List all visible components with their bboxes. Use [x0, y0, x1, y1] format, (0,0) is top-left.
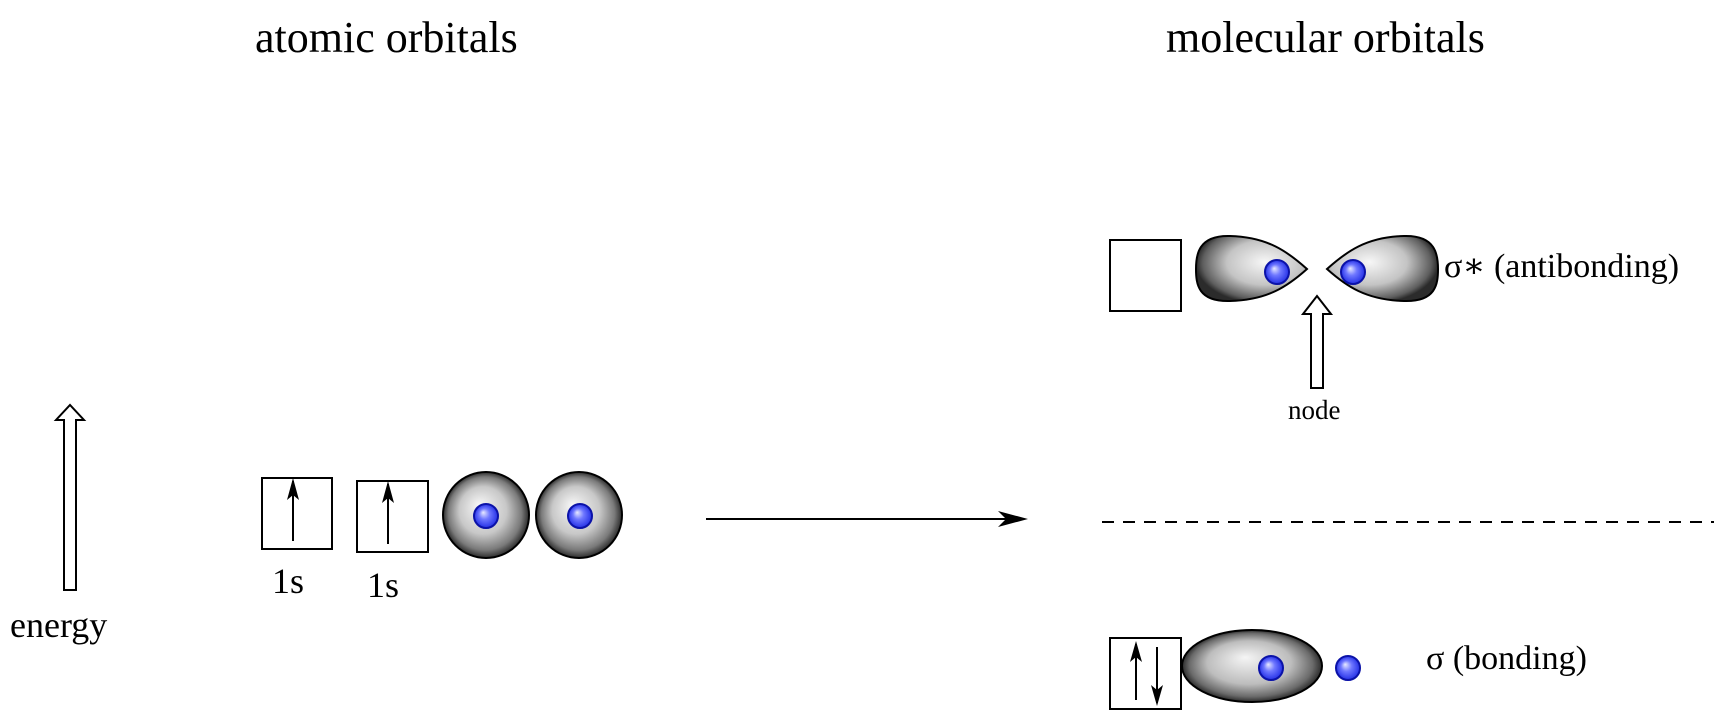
molecular-orbitals-title: molecular orbitals [1166, 13, 1485, 62]
nucleus-6 [1335, 655, 1361, 681]
antibonding-lobe-left [1194, 234, 1309, 303]
node-label: node [1288, 395, 1341, 425]
energy-label: energy [10, 605, 108, 645]
sigma-star-orbital-box [1109, 239, 1182, 312]
sigma-orbital-box [1109, 637, 1182, 710]
nucleus-3 [1264, 259, 1290, 285]
bonding-label: σ (bonding) [1426, 640, 1587, 677]
nucleus-2 [567, 503, 593, 529]
bonding-orbital [1181, 629, 1323, 703]
orbital-label-1s-a: 1s [272, 561, 305, 601]
nucleus-5 [1258, 655, 1284, 681]
orbital-label-1s-b: 1s [367, 565, 400, 605]
nucleus-1 [473, 503, 499, 529]
nucleus-4 [1340, 259, 1366, 285]
node-arrow [1300, 294, 1334, 389]
energy-arrow [53, 403, 87, 591]
atomic-orbitals-title: atomic orbitals [255, 13, 518, 62]
atomic-orbital-box-1 [261, 477, 333, 550]
antibonding-label: σ∗ (antibonding) [1444, 248, 1680, 285]
atomic-orbital-box-2 [356, 480, 429, 553]
